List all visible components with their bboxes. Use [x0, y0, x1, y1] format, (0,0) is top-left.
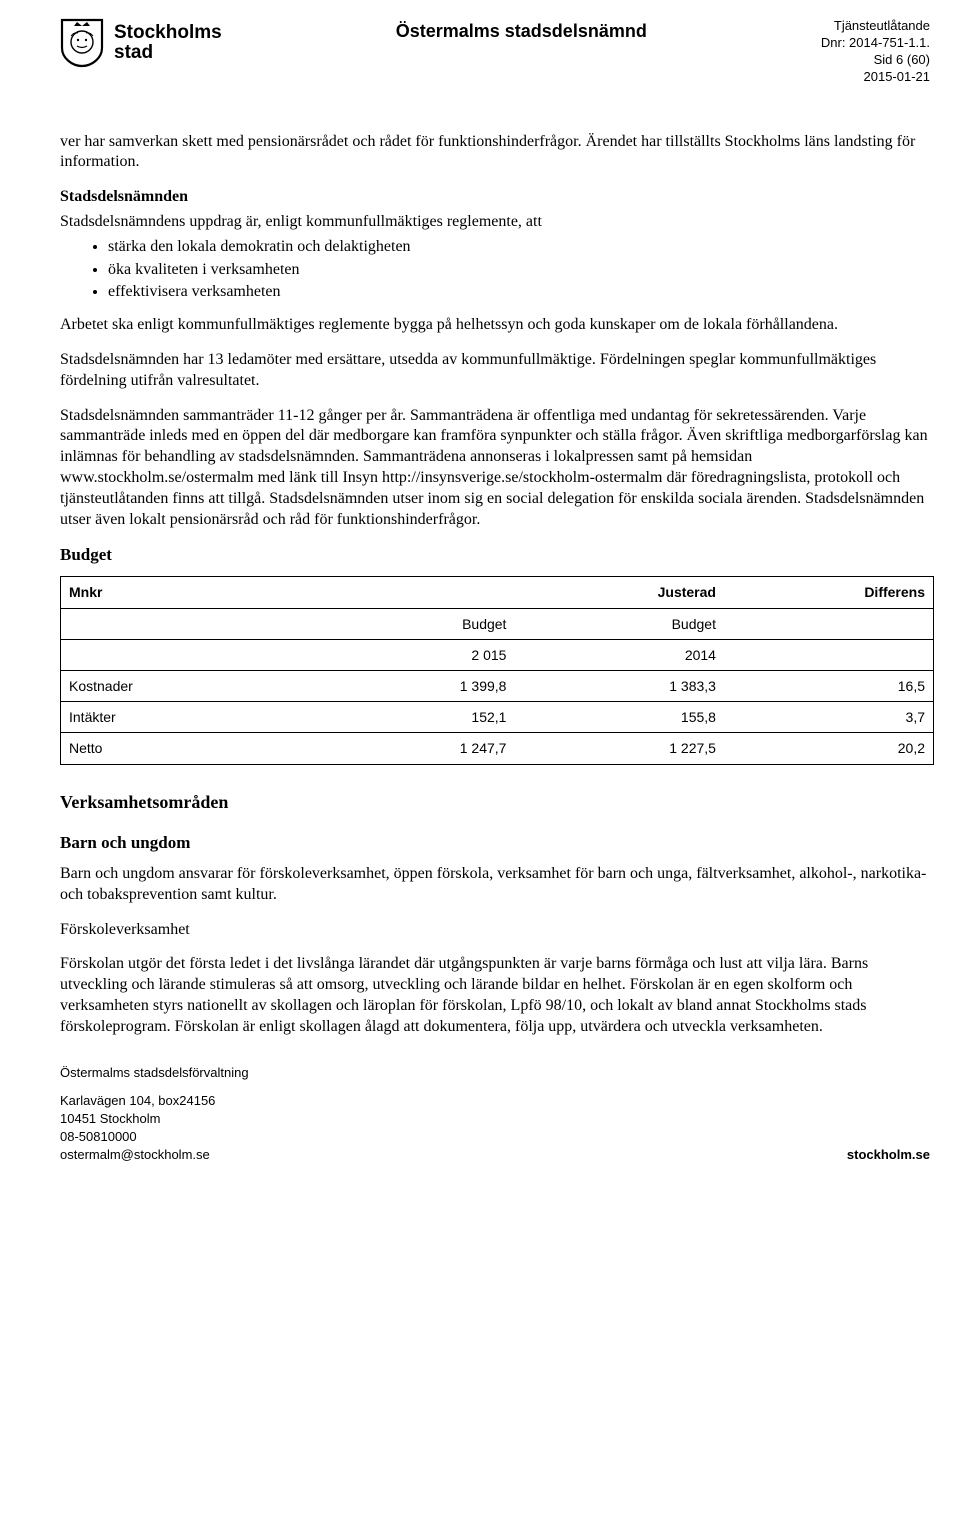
cell-diff: 20,2 [724, 733, 934, 764]
logo-line1: Stockholms [114, 23, 222, 43]
th-justerad: Justerad [514, 577, 724, 608]
table-head-row: Mnkr Justerad Differens [61, 577, 934, 608]
table-row: Netto 1 247,7 1 227,5 20,2 [61, 733, 934, 764]
table-year-row: 2 015 2014 [61, 639, 934, 670]
footer-addr1: Karlavägen 104, box24156 [60, 1092, 249, 1110]
bullet-list: stärka den lokala demokratin och delakti… [60, 237, 934, 303]
th-mnkr: Mnkr [61, 577, 305, 608]
para-sammantrader: Stadsdelsnämnden sammanträder 11-12 gång… [60, 406, 934, 531]
body-content: ver har samverkan skett med pensionärsrå… [60, 132, 934, 1038]
th-y4 [724, 639, 934, 670]
header-meta: Tjänsteutlåtande Dnr: 2014-751-1.1. Sid … [821, 18, 930, 86]
bullet-item: effektivisera verksamheten [108, 282, 934, 303]
footer-org: Östermalms stadsdelsförvaltning [60, 1064, 249, 1082]
para-arbetet: Arbetet ska enligt kommunfullmäktiges re… [60, 315, 934, 336]
para-uppdrag-lead: Stadsdelsnämndens uppdrag är, enligt kom… [60, 212, 934, 233]
cell-justerad: 1 227,5 [514, 733, 724, 764]
cell-justerad: 1 383,3 [514, 670, 724, 701]
footer-phone: 08-50810000 [60, 1128, 249, 1146]
th-s2: Budget [305, 608, 515, 639]
footer-email: ostermalm@stockholm.se [60, 1146, 249, 1164]
cell-diff: 16,5 [724, 670, 934, 701]
th-y3: 2014 [514, 639, 724, 670]
th-differens: Differens [724, 577, 934, 608]
heading-barn: Barn och ungdom [60, 832, 934, 854]
table-row: Intäkter 152,1 155,8 3,7 [61, 702, 934, 733]
page-header: Stockholms stad Östermalms stadsdelsnämn… [60, 18, 930, 86]
logo-line2: stad [114, 43, 222, 63]
table-subhead-row: Budget Budget [61, 608, 934, 639]
meta-page: Sid 6 (60) [821, 52, 930, 69]
heading-budget: Budget [60, 544, 934, 566]
header-center-title: Östermalms stadsdelsnämnd [222, 18, 821, 43]
bullet-item: öka kvaliteten i verksamheten [108, 260, 934, 281]
footer-site: stockholm.se [847, 1146, 930, 1164]
th-y2: 2 015 [305, 639, 515, 670]
th-s3: Budget [514, 608, 724, 639]
heading-stadsdelsnamnden: Stadsdelsnämnden [60, 187, 934, 208]
para-barn: Barn och ungdom ansvarar för förskolever… [60, 864, 934, 906]
page-footer: Östermalms stadsdelsförvaltning Karlaväg… [60, 1064, 930, 1165]
meta-type: Tjänsteutlåtande [821, 18, 930, 35]
th-blank [305, 577, 515, 608]
meta-date: 2015-01-21 [821, 69, 930, 86]
th-y1 [61, 639, 305, 670]
cell-label: Netto [61, 733, 305, 764]
stockholm-shield-icon [60, 18, 104, 68]
th-s1 [61, 608, 305, 639]
cell-budget: 152,1 [305, 702, 515, 733]
cell-justerad: 155,8 [514, 702, 724, 733]
footer-left: Östermalms stadsdelsförvaltning Karlaväg… [60, 1064, 249, 1165]
logo-text: Stockholms stad [114, 23, 222, 63]
cell-budget: 1 399,8 [305, 670, 515, 701]
cell-label: Intäkter [61, 702, 305, 733]
meta-dnr: Dnr: 2014-751-1.1. [821, 35, 930, 52]
cell-budget: 1 247,7 [305, 733, 515, 764]
cell-label: Kostnader [61, 670, 305, 701]
para-forskole: Förskolan utgör det första ledet i det l… [60, 954, 934, 1037]
bullet-item: stärka den lokala demokratin och delakti… [108, 237, 934, 258]
budget-table: Mnkr Justerad Differens Budget Budget 2 … [60, 576, 934, 764]
heading-forskole: Förskoleverksamhet [60, 920, 934, 941]
para-intro: ver har samverkan skett med pensionärsrå… [60, 132, 934, 174]
heading-verksamhetsomraden: Verksamhetsområden [60, 791, 934, 814]
para-ledamoter: Stadsdelsnämnden har 13 ledamöter med er… [60, 350, 934, 392]
cell-diff: 3,7 [724, 702, 934, 733]
th-s4 [724, 608, 934, 639]
footer-addr2: 10451 Stockholm [60, 1110, 249, 1128]
table-row: Kostnader 1 399,8 1 383,3 16,5 [61, 670, 934, 701]
logo-block: Stockholms stad [60, 18, 222, 68]
